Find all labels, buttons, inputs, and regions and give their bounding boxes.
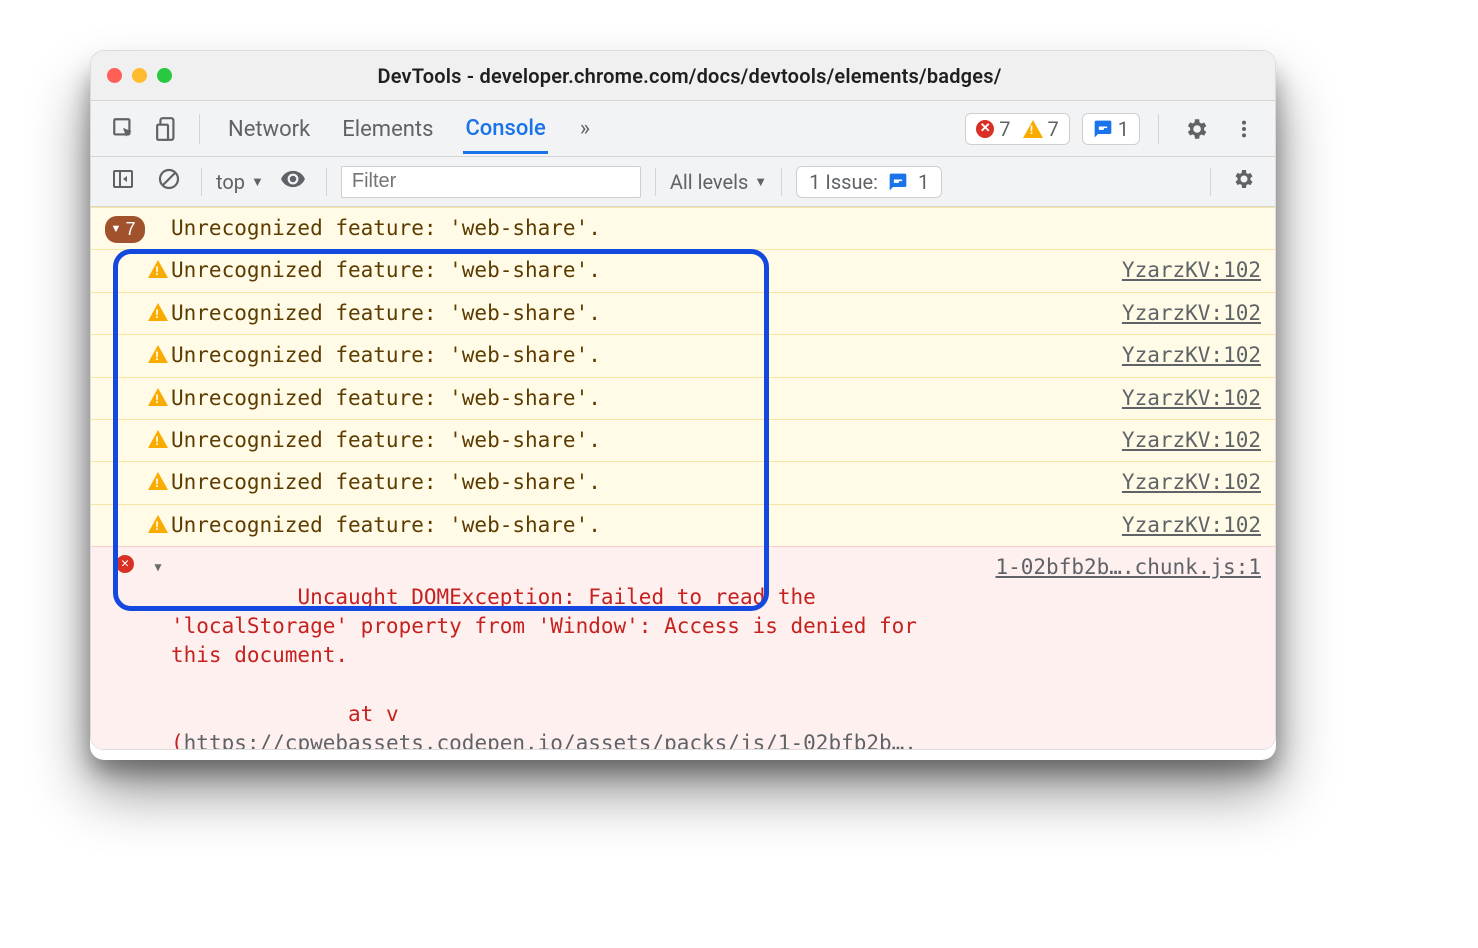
source-link[interactable]: YzarzKV:102 bbox=[1122, 299, 1261, 328]
source-link[interactable]: 1-02bfb2b….chunk.js:1 bbox=[995, 553, 1261, 582]
warning-message: Unrecognized feature: 'web-share'. bbox=[171, 384, 1106, 413]
message-icon bbox=[888, 172, 908, 192]
warning-message: Unrecognized feature: 'web-share'. bbox=[171, 256, 1106, 285]
warning-icon bbox=[148, 345, 168, 363]
window-title: DevTools - developer.chrome.com/docs/dev… bbox=[200, 64, 1259, 88]
chevron-down-icon: ▼ bbox=[754, 174, 767, 190]
issues-button[interactable]: 1 Issue: 1 bbox=[796, 166, 942, 198]
stack-link[interactable]: https://cpwebassets.codepen.io/assets/pa… bbox=[184, 731, 917, 749]
warning-icon bbox=[148, 430, 168, 448]
filter-input[interactable] bbox=[341, 166, 641, 198]
group-count-badge: ▼ 7 bbox=[105, 216, 146, 243]
separator bbox=[1158, 114, 1159, 144]
close-icon[interactable] bbox=[107, 68, 122, 83]
error-count[interactable]: ✕ 7 bbox=[976, 117, 1010, 141]
chevron-down-icon: ▼ bbox=[111, 222, 122, 237]
tab-network[interactable]: Network bbox=[226, 105, 312, 152]
error-icon: ✕ bbox=[116, 555, 134, 573]
warning-row[interactable]: Unrecognized feature: 'web-share'. YzarzK… bbox=[91, 377, 1275, 419]
warning-row[interactable]: Unrecognized feature: 'web-share'. YzarzK… bbox=[91, 461, 1275, 503]
tabs-overflow-icon[interactable]: » bbox=[576, 116, 594, 141]
separator bbox=[781, 168, 782, 196]
source-link[interactable]: YzarzKV:102 bbox=[1122, 468, 1261, 497]
warning-row[interactable]: Unrecognized feature: 'web-share'. YzarzK… bbox=[91, 249, 1275, 291]
error-message: Uncaught DOMException: Failed to read th… bbox=[171, 553, 979, 749]
error-row[interactable]: ✕ ▼ Uncaught DOMException: Failed to rea… bbox=[91, 546, 1275, 749]
separator bbox=[1210, 168, 1211, 196]
warning-row[interactable]: Unrecognized feature: 'web-share'. YzarzK… bbox=[91, 419, 1275, 461]
separator bbox=[201, 168, 202, 196]
sidebar-toggle-icon[interactable] bbox=[105, 163, 141, 200]
separator bbox=[199, 114, 200, 144]
log-levels-selector[interactable]: All levels ▼ bbox=[670, 170, 767, 194]
console-output: ▼ 7 Unrecognized feature: 'web-share'. U… bbox=[91, 207, 1275, 749]
chevron-down-icon[interactable]: ▼ bbox=[154, 557, 161, 576]
warning-message: Unrecognized feature: 'web-share'. bbox=[171, 468, 1106, 497]
error-icon: ✕ bbox=[976, 120, 994, 138]
panel-tabs: Network Elements Console » bbox=[226, 104, 594, 154]
devtools-window: DevTools - developer.chrome.com/docs/dev… bbox=[90, 50, 1276, 750]
warning-count[interactable]: 7 bbox=[1023, 117, 1059, 141]
warning-message: Unrecognized feature: 'web-share'. bbox=[171, 511, 1106, 540]
warning-icon bbox=[148, 303, 168, 321]
warning-message: Unrecognized feature: 'web-share'. bbox=[171, 426, 1106, 455]
message-log-count[interactable]: 1 bbox=[1082, 113, 1140, 145]
chevron-down-icon: ▼ bbox=[251, 174, 264, 190]
warning-message: Unrecognized feature: 'web-share'. bbox=[171, 214, 1261, 243]
titlebar: DevTools - developer.chrome.com/docs/dev… bbox=[91, 51, 1275, 101]
warning-icon bbox=[148, 260, 168, 278]
context-selector[interactable]: top ▼ bbox=[216, 170, 264, 194]
warning-icon bbox=[1023, 120, 1043, 138]
warning-row[interactable]: Unrecognized feature: 'web-share'. YzarzK… bbox=[91, 292, 1275, 334]
warning-icon bbox=[148, 472, 168, 490]
main-toolbar: Network Elements Console » ✕ 7 7 bbox=[91, 101, 1275, 157]
kebab-icon[interactable] bbox=[1227, 112, 1261, 146]
source-link[interactable]: YzarzKV:102 bbox=[1122, 511, 1261, 540]
traffic-lights bbox=[107, 68, 172, 83]
message-icon bbox=[1093, 119, 1113, 139]
warning-icon bbox=[148, 515, 168, 533]
warning-message: Unrecognized feature: 'web-share'. bbox=[171, 341, 1106, 370]
warning-icon bbox=[148, 388, 168, 406]
tab-console[interactable]: Console bbox=[463, 104, 547, 154]
source-link[interactable]: YzarzKV:102 bbox=[1122, 256, 1261, 285]
warning-message: Unrecognized feature: 'web-share'. bbox=[171, 299, 1106, 328]
device-toggle-icon[interactable] bbox=[149, 112, 187, 146]
gear-icon[interactable] bbox=[1177, 112, 1215, 146]
source-link[interactable]: YzarzKV:102 bbox=[1122, 426, 1261, 455]
warning-group-header[interactable]: ▼ 7 Unrecognized feature: 'web-share'. bbox=[91, 207, 1275, 249]
separator bbox=[655, 168, 656, 196]
clear-console-icon[interactable] bbox=[151, 163, 187, 200]
message-counts[interactable]: ✕ 7 7 bbox=[965, 113, 1070, 145]
tab-elements[interactable]: Elements bbox=[340, 105, 435, 152]
inspect-icon[interactable] bbox=[105, 112, 143, 146]
gear-icon[interactable] bbox=[1225, 163, 1261, 200]
console-filterbar: top ▼ All levels ▼ 1 Issue: 1 bbox=[91, 157, 1275, 207]
separator bbox=[326, 168, 327, 196]
minimize-icon[interactable] bbox=[132, 68, 147, 83]
warning-row[interactable]: Unrecognized feature: 'web-share'. YzarzK… bbox=[91, 504, 1275, 546]
live-expression-icon[interactable] bbox=[274, 162, 312, 201]
maximize-icon[interactable] bbox=[157, 68, 172, 83]
source-link[interactable]: YzarzKV:102 bbox=[1122, 384, 1261, 413]
source-link[interactable]: YzarzKV:102 bbox=[1122, 341, 1261, 370]
warning-row[interactable]: Unrecognized feature: 'web-share'. YzarzK… bbox=[91, 334, 1275, 376]
